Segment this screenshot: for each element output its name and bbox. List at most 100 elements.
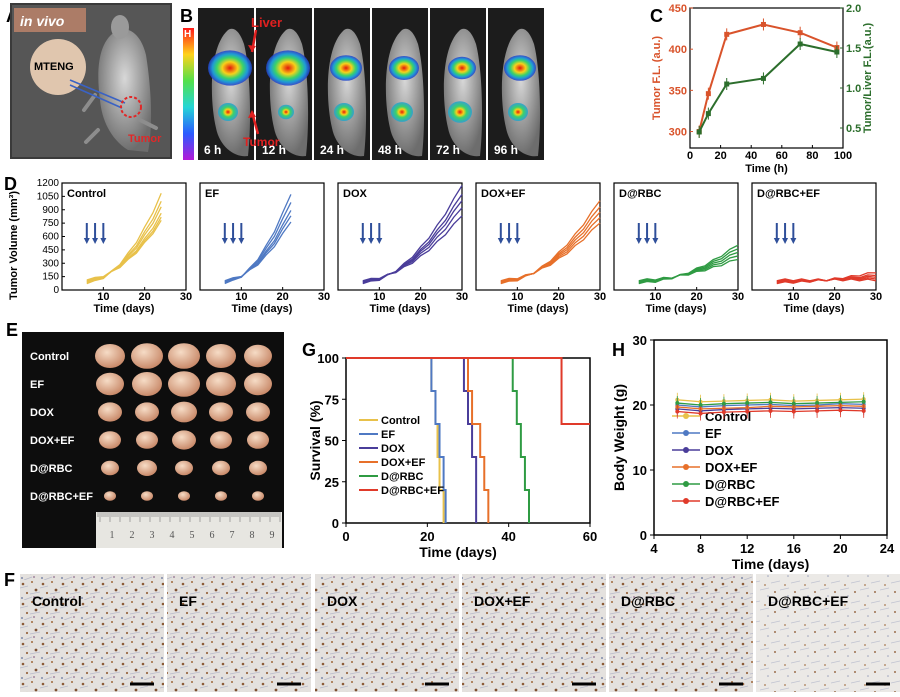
h-legend-marker <box>683 464 689 470</box>
c-x-tick-label: 40 <box>745 150 757 162</box>
c-x-tick-label: 20 <box>714 150 726 162</box>
h-data-point <box>791 409 796 414</box>
c-x-tick-label: 80 <box>806 150 818 162</box>
panel-letter-c: C <box>650 6 663 26</box>
f-image-label: Control <box>32 593 82 609</box>
g-survival-curve <box>346 357 490 523</box>
ruler-number: 3 <box>150 530 155 541</box>
h-x-tick-label: 8 <box>697 541 704 556</box>
tumor-specimen <box>141 491 153 501</box>
h-y-tick-label: 0 <box>640 528 647 543</box>
d-dose-arrowhead <box>230 238 237 244</box>
d-dose-arrowhead <box>359 238 366 244</box>
d-group-title: DOX+EF <box>481 188 526 200</box>
tumor-specimen <box>136 431 158 449</box>
g-legend-label: DOX <box>381 443 406 455</box>
g-survival-curve <box>346 357 478 523</box>
tumor-specimen <box>246 402 270 422</box>
panel-g: 0 20 40 60 0 25 50 75 100 Time (days) Survival (%)… <box>307 351 597 560</box>
ruler-number: 2 <box>130 530 135 541</box>
liver-signal <box>504 55 536 81</box>
d-dose-arrowhead <box>83 238 90 244</box>
tumor-specimen <box>168 343 200 369</box>
c-data-point <box>834 49 840 55</box>
d-dose-arrowhead <box>506 238 513 244</box>
time-point-label: 48 h <box>378 143 402 157</box>
c-data-point <box>797 30 803 36</box>
h-data-point <box>791 401 796 406</box>
d-x-tick-label: 20 <box>829 291 841 303</box>
d-dose-arrowhead <box>221 238 228 244</box>
c-y2-tick-label: 1.5 <box>846 43 861 55</box>
tumor-specimen <box>104 491 116 501</box>
e-row-label: D@RBC <box>30 463 73 475</box>
mteng-label: MTENG <box>34 61 74 73</box>
ruler-number: 6 <box>210 530 215 541</box>
h-legend-marker <box>683 481 689 487</box>
tumor-signal <box>508 103 528 121</box>
d-y-tick-label: 0 <box>53 285 59 296</box>
e-row-label: EF <box>30 379 44 391</box>
d-x-tick-label: 20 <box>691 291 703 303</box>
mouse-silhouette <box>98 29 152 153</box>
h-data-point <box>675 409 680 414</box>
d-growth-curve <box>86 219 162 281</box>
c-data-point <box>705 91 711 97</box>
in-vivo-banner <box>14 8 86 32</box>
h-data-point <box>768 400 773 405</box>
g-y-tick-label: 25 <box>325 475 339 490</box>
h-y-tick-label: 20 <box>633 398 647 413</box>
liver-signal <box>266 50 310 86</box>
d-growth-curve <box>638 258 739 282</box>
g-survival-curve <box>346 357 447 523</box>
tumor-signal <box>278 104 294 120</box>
c-y2-tick-label: 2.0 <box>846 3 861 15</box>
c-y-axis-label: Tumor F.L. (a.u.) <box>651 36 663 120</box>
d-x-axis-label: Time (days) <box>646 303 707 315</box>
panel-letter-h: H <box>612 340 625 360</box>
g-x-tick-label: 0 <box>342 529 349 544</box>
h-data-point <box>838 400 843 405</box>
ruler-number: 5 <box>190 530 195 541</box>
h-x-axis-label: Time (days) <box>732 556 810 572</box>
tumor-signal <box>448 101 472 123</box>
d-plot-frame <box>337 182 463 291</box>
e-row-label: DOX <box>30 407 55 419</box>
h-data-point <box>861 408 866 413</box>
d-growth-curve <box>500 222 601 282</box>
h-y-tick-label: 10 <box>633 463 647 478</box>
panel-letter-g: G <box>302 340 316 360</box>
tumor-specimen <box>244 372 272 396</box>
tumor-specimen <box>96 372 124 396</box>
h-legend-marker <box>683 413 689 419</box>
liver-label: Liver <box>251 15 282 30</box>
e-row-label: D@RBC+EF <box>30 491 93 503</box>
h-data-point <box>838 408 843 413</box>
d-x-tick-label: 10 <box>649 291 661 303</box>
g-y-tick-label: 50 <box>325 434 339 449</box>
tumor-specimen <box>135 402 159 422</box>
d-x-tick-label: 10 <box>373 291 385 303</box>
ihc-image <box>167 574 311 692</box>
d-group-title: D@RBC <box>619 188 662 200</box>
d-x-tick-label: 30 <box>318 291 330 303</box>
c-y-tick-label: 400 <box>669 44 687 56</box>
h-data-point <box>815 401 820 406</box>
d-plot-frame <box>613 182 739 291</box>
c-data-point <box>724 31 730 37</box>
h-data-point <box>745 409 750 414</box>
ihc-image <box>609 574 753 692</box>
d-x-tick-label: 20 <box>277 291 289 303</box>
ihc-image <box>315 574 459 692</box>
d-x-tick-label: 30 <box>456 291 468 303</box>
tumor-specimen <box>209 402 233 422</box>
tumor-specimen <box>171 401 197 423</box>
panel-f: Control EF DOX DOX+EF D@RBC D@RBC+EF <box>20 574 900 692</box>
panel-letter-e: E <box>6 320 18 340</box>
h-plot-frame <box>653 339 888 536</box>
d-plot-frame <box>751 182 877 291</box>
panel-letter-d: D <box>4 174 17 194</box>
ruler-number: 8 <box>250 530 255 541</box>
g-y-tick-label: 75 <box>325 392 339 407</box>
c-data-point <box>760 75 766 81</box>
